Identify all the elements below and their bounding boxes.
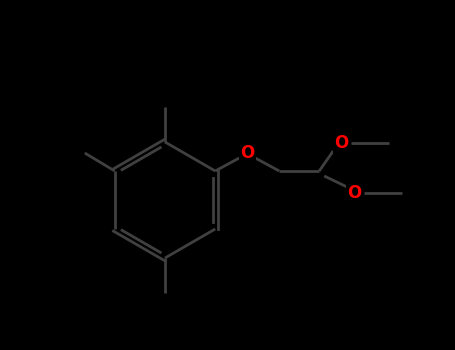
Text: O: O <box>240 144 254 162</box>
Text: O: O <box>334 134 349 152</box>
Text: O: O <box>347 184 361 202</box>
